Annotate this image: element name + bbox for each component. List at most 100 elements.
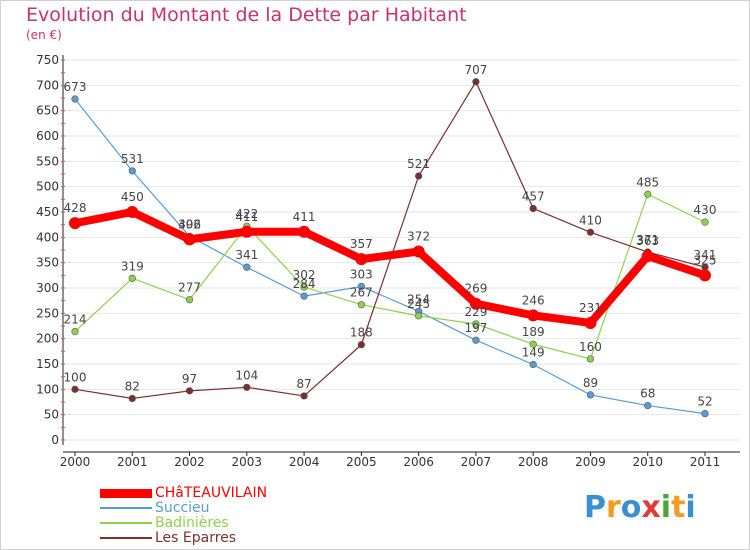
x-tick-label: 2010 <box>632 455 663 469</box>
y-tick-label: 650 <box>36 104 59 118</box>
series-line <box>71 208 709 327</box>
x-tick-label: 2011 <box>690 455 721 469</box>
data-point <box>415 172 423 180</box>
data-label: 410 <box>579 213 602 227</box>
data-label: 68 <box>640 387 655 401</box>
data-point <box>644 190 652 198</box>
data-label: 428 <box>64 201 87 215</box>
data-label: 214 <box>64 313 87 327</box>
data-label: 104 <box>235 368 258 382</box>
data-label: 97 <box>182 372 197 386</box>
x-tick-label: 2006 <box>403 455 434 469</box>
data-point <box>357 282 365 291</box>
legend-label: Badinières <box>155 515 229 531</box>
data-label: 149 <box>522 346 545 360</box>
data-label: 396 <box>178 217 201 231</box>
data-label: 457 <box>522 189 545 203</box>
data-label: 284 <box>293 277 316 291</box>
logo-letter: r <box>606 490 621 525</box>
data-label: 160 <box>579 340 602 354</box>
data-point <box>586 355 595 363</box>
data-point <box>128 167 136 175</box>
data-point <box>300 392 308 400</box>
legend-swatch <box>100 488 152 498</box>
data-point <box>126 206 139 218</box>
data-point <box>183 233 196 246</box>
legend-label: Succieu <box>155 500 210 516</box>
x-tick-label: 2004 <box>289 455 320 469</box>
logo-letter: i <box>660 490 672 525</box>
data-point <box>469 297 482 310</box>
x-tick-label: 2002 <box>174 455 205 469</box>
x-tick-label: 2003 <box>232 455 263 469</box>
data-point <box>701 218 709 226</box>
data-point <box>71 327 79 336</box>
data-point <box>357 341 365 349</box>
data-label: 89 <box>583 376 598 390</box>
data-point <box>529 340 537 348</box>
data-label: 341 <box>694 248 717 262</box>
legend-swatch <box>100 507 152 509</box>
data-label: 52 <box>697 395 712 409</box>
data-label: 82 <box>125 379 140 393</box>
data-label: 450 <box>121 190 144 204</box>
data-point <box>529 204 537 213</box>
logo-letter: x <box>641 490 661 525</box>
y-tick-label: 400 <box>36 230 59 244</box>
series-line <box>74 193 706 360</box>
y-tick-label: 300 <box>36 281 59 295</box>
data-label: 269 <box>464 282 487 296</box>
y-tick-label: 750 <box>36 53 59 67</box>
data-point <box>584 316 597 329</box>
data-label: 197 <box>464 321 487 335</box>
data-point <box>185 387 194 395</box>
data-point <box>472 336 480 344</box>
x-tick-label: 2005 <box>346 455 377 469</box>
data-point <box>300 292 308 300</box>
x-tick-label: 2009 <box>575 455 606 469</box>
series-line <box>74 81 706 400</box>
x-tick-label: 2001 <box>117 455 148 469</box>
data-label: 267 <box>350 286 373 300</box>
data-point <box>128 274 136 282</box>
data-label: 189 <box>522 325 545 339</box>
data-label: 303 <box>350 267 373 281</box>
legend-swatch <box>100 537 152 539</box>
legend-label: Les Eparres <box>155 530 237 546</box>
logo-letter: i <box>685 490 696 525</box>
x-tick-label: 2000 <box>60 455 91 469</box>
y-tick-label: 700 <box>36 78 59 92</box>
y-tick-label: 0 <box>51 433 59 447</box>
y-tick-label: 100 <box>36 382 59 396</box>
chart-subtitle: (en €) <box>26 28 62 42</box>
data-label: 229 <box>464 305 487 319</box>
data-label: 531 <box>121 152 144 166</box>
y-tick-label: 150 <box>36 357 59 371</box>
data-label: 245 <box>407 297 430 311</box>
data-point <box>472 320 480 328</box>
data-label: 411 <box>293 210 316 224</box>
data-label: 371 <box>636 233 659 247</box>
series-line <box>74 98 706 415</box>
data-point <box>240 225 253 238</box>
x-tick-label: 2008 <box>518 455 549 469</box>
logo-letter: t <box>671 490 686 525</box>
data-label: 277 <box>178 281 201 295</box>
data-point <box>699 269 711 282</box>
data-label: 341 <box>235 248 258 262</box>
data-point <box>71 95 79 103</box>
data-label: 673 <box>64 80 87 94</box>
data-label: 363 <box>636 234 659 248</box>
data-point <box>527 309 540 322</box>
y-tick-label: 550 <box>36 154 59 168</box>
data-point <box>701 410 709 418</box>
data-label: 100 <box>64 370 87 384</box>
data-point <box>128 394 136 403</box>
data-label: 430 <box>694 203 717 217</box>
data-point <box>641 250 654 263</box>
data-label: 246 <box>522 293 545 307</box>
data-point <box>300 283 308 291</box>
data-point <box>472 78 480 86</box>
